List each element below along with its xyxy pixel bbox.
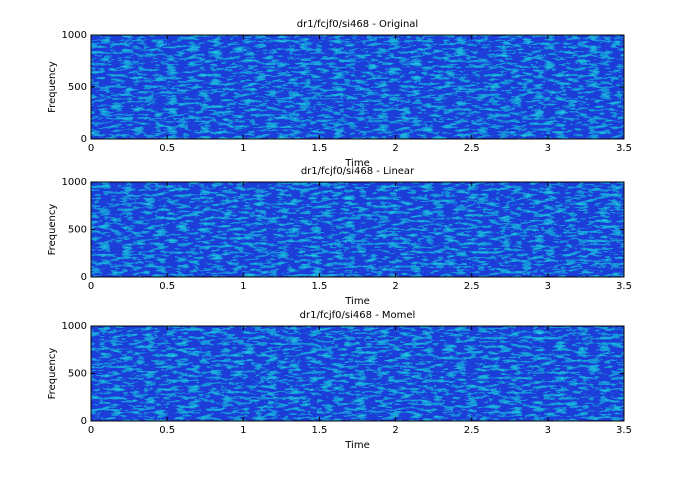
x-tick-label: 2: [392, 281, 398, 292]
x-tick-label: 0: [88, 281, 94, 292]
x-tick-label: 3: [545, 281, 551, 292]
y-tick-label: 500: [68, 82, 87, 93]
y-axis-label: Frequency: [47, 204, 58, 256]
x-tick-label: 2.5: [464, 425, 480, 436]
chart-title: dr1/fcjf0/si468 - Linear: [301, 166, 415, 177]
spectrogram-image: [91, 35, 624, 139]
x-tick-label: 2: [392, 143, 398, 154]
x-tick-label: 0.5: [159, 281, 175, 292]
x-tick-label: 1: [240, 143, 246, 154]
x-tick-label: 1.5: [311, 281, 327, 292]
x-axis-label: Time: [344, 158, 369, 169]
x-axis-label: Time: [344, 440, 369, 451]
x-tick-label: 3: [545, 143, 551, 154]
y-axis-label: Frequency: [47, 61, 58, 113]
x-tick-label: 2.5: [464, 143, 480, 154]
y-axis-label: Frequency: [47, 348, 58, 400]
spectrogram-image: [91, 182, 624, 277]
x-tick-label: 3.5: [616, 281, 632, 292]
chart-title: dr1/fcjf0/si468 - Original: [297, 19, 418, 30]
x-tick-label: 1: [240, 281, 246, 292]
spectrogram-image: [91, 326, 624, 421]
x-tick-label: 2: [392, 425, 398, 436]
y-tick-label: 500: [68, 225, 87, 236]
x-tick-label: 0: [88, 143, 94, 154]
x-tick-label: 1: [240, 425, 246, 436]
y-tick-label: 500: [68, 369, 87, 380]
y-tick-label: 1000: [62, 177, 87, 188]
x-tick-label: 1.5: [311, 143, 327, 154]
chart-title: dr1/fcjf0/si468 - Momel: [300, 310, 416, 321]
y-tick-label: 1000: [62, 30, 87, 41]
x-tick-label: 2.5: [464, 281, 480, 292]
y-tick-label: 1000: [62, 321, 87, 332]
x-tick-label: 0.5: [159, 143, 175, 154]
x-axis-label: Time: [344, 296, 369, 307]
x-tick-label: 3.5: [616, 143, 632, 154]
x-tick-label: 0.5: [159, 425, 175, 436]
y-tick-label: 0: [81, 416, 87, 427]
x-tick-label: 3: [545, 425, 551, 436]
x-tick-label: 0: [88, 425, 94, 436]
x-tick-label: 1.5: [311, 425, 327, 436]
y-tick-label: 0: [81, 134, 87, 145]
y-tick-label: 0: [81, 272, 87, 283]
x-tick-label: 3.5: [616, 425, 632, 436]
